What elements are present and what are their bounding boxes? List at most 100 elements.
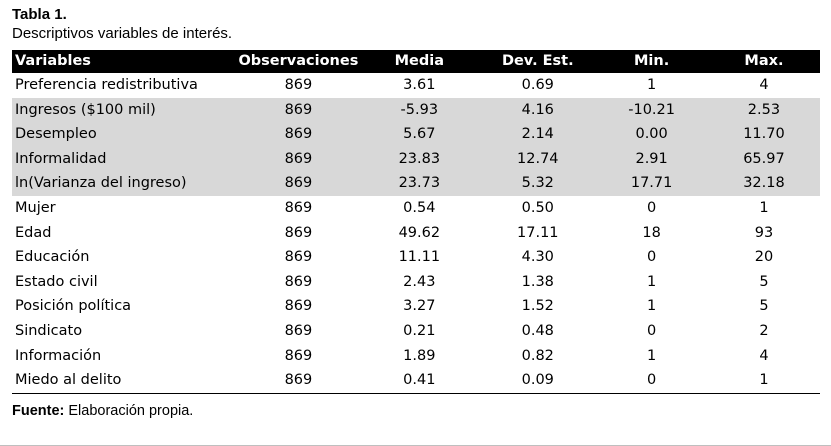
cell-mean: 3.61 bbox=[403, 77, 436, 93]
table-row: Mujer 869 0.54 0.50 0 1 bbox=[12, 196, 820, 221]
table-body: Preferencia redistributiva 869 3.61 0.69 1 4 I… bbox=[12, 73, 820, 394]
cell-std-dev: 17.11 bbox=[517, 224, 559, 241]
cell-mean: 49.62 bbox=[398, 224, 441, 241]
cell-std-dev: 0.69 bbox=[521, 77, 554, 93]
cell-mean: 0.41 bbox=[358, 368, 481, 394]
cell-min: 17.71 bbox=[630, 175, 673, 192]
cell-min: 0.00 bbox=[635, 126, 668, 143]
cell-mean: 23.73 bbox=[398, 175, 441, 192]
cell-variable: Sindicato bbox=[15, 322, 83, 339]
cell-mean: 1.89 bbox=[403, 347, 436, 364]
cell-variable: Informalidad bbox=[15, 150, 107, 167]
cell-variable: Educación bbox=[15, 249, 90, 266]
cell-max: 5 bbox=[759, 298, 769, 315]
cell-variable: Miedo al delito bbox=[12, 368, 239, 394]
cell-max: 4 bbox=[759, 347, 769, 364]
table-subtitle: Descriptivos variables de interés. bbox=[12, 25, 233, 42]
cell-std-dev: 5.32 bbox=[521, 175, 554, 192]
cell-observations: 869 bbox=[284, 126, 313, 143]
table-row: Edad 869 49.62 17.11 18 93 bbox=[12, 221, 820, 246]
cell-observations: 869 bbox=[284, 150, 313, 167]
cell-max: 1 bbox=[759, 199, 769, 216]
cell-variable: Ingresos ($100 mil) bbox=[15, 101, 156, 118]
cell-min: -10.21 bbox=[628, 101, 675, 118]
descriptive-statistics-table: Variables Observaciones Media Dev. Est. … bbox=[12, 50, 820, 394]
cell-mean: 11.11 bbox=[398, 249, 441, 266]
cell-std-dev: 12.74 bbox=[517, 150, 559, 167]
table-row: ln(Varianza del ingreso) 869 23.73 5.32 17.7… bbox=[12, 171, 820, 196]
cell-min: 0 bbox=[595, 368, 708, 394]
cell-observations: 869 bbox=[238, 368, 359, 394]
cell-min: 2.91 bbox=[635, 150, 668, 167]
cell-std-dev: 0.09 bbox=[480, 368, 596, 394]
table-row: Estado civil 869 2.43 1.38 1 5 bbox=[12, 270, 820, 295]
cell-max: 2 bbox=[759, 322, 769, 339]
cell-max: 5 bbox=[759, 273, 769, 290]
table-row: Sindicato 869 0.21 0.48 0 2 bbox=[12, 319, 820, 344]
cell-mean: 3.27 bbox=[403, 298, 436, 315]
source-label: Fuente: bbox=[12, 403, 65, 419]
cell-observations: 869 bbox=[284, 199, 313, 216]
cell-max: 32.18 bbox=[743, 175, 785, 192]
cell-mean: 23.83 bbox=[398, 150, 441, 167]
cell-min: 1 bbox=[647, 298, 657, 315]
header-variables: Variables bbox=[15, 53, 91, 69]
header-observations: Observaciones bbox=[238, 53, 359, 69]
cell-mean: 5.67 bbox=[403, 126, 436, 143]
table-row: Educación 869 11.11 4.30 0 20 bbox=[12, 245, 820, 270]
cell-variable: Información bbox=[15, 347, 102, 364]
cell-variable: Desempleo bbox=[15, 126, 97, 143]
cell-max: 65.97 bbox=[743, 150, 785, 167]
cell-std-dev: 2.14 bbox=[521, 126, 554, 143]
cell-observations: 869 bbox=[284, 77, 313, 93]
cell-std-dev: 0.82 bbox=[521, 347, 554, 364]
cell-observations: 869 bbox=[284, 175, 313, 192]
table-row: Desempleo 869 5.67 2.14 0.00 11.70 bbox=[12, 122, 820, 147]
cell-variable: Posición política bbox=[15, 298, 132, 315]
table-row: Preferencia redistributiva 869 3.61 0.69 1 4 bbox=[12, 73, 820, 98]
cell-max: 4 bbox=[759, 77, 769, 93]
cell-observations: 869 bbox=[284, 347, 313, 364]
cell-observations: 869 bbox=[284, 249, 313, 266]
table-row: Ingresos ($100 mil) 869 -5.93 4.16 -10.21 2.5… bbox=[12, 97, 820, 123]
cell-std-dev: 1.52 bbox=[521, 298, 554, 315]
cell-mean: 0.21 bbox=[403, 322, 436, 339]
cell-min: 1 bbox=[647, 77, 657, 93]
header-min: Min. bbox=[634, 53, 670, 69]
table-row: Miedo al delito 869 0.41 0.09 0 1 bbox=[12, 368, 820, 394]
cell-min: 0 bbox=[647, 249, 657, 266]
cell-variable: Mujer bbox=[15, 199, 56, 216]
table-row: Posición política 869 3.27 1.52 1 5 bbox=[12, 294, 820, 319]
cell-min: 1 bbox=[647, 347, 657, 364]
cell-variable: ln(Varianza del ingreso) bbox=[15, 175, 187, 192]
cell-min: 0 bbox=[647, 199, 657, 216]
header-max: Max. bbox=[744, 53, 784, 69]
cell-mean: 0.54 bbox=[403, 199, 436, 216]
cell-variable: Estado civil bbox=[15, 273, 98, 290]
cell-std-dev: 4.16 bbox=[521, 101, 554, 118]
table-row: Informalidad 869 23.83 12.74 2.91 65.97 bbox=[12, 146, 820, 172]
cell-observations: 869 bbox=[284, 224, 313, 241]
table-title: Tabla 1. bbox=[12, 6, 67, 23]
table-row: Información 869 1.89 0.82 1 4 bbox=[12, 344, 820, 369]
cell-mean: -5.93 bbox=[400, 101, 439, 118]
cell-max: 11.70 bbox=[743, 126, 785, 143]
header-row: Variables Observaciones Media Dev. Est. … bbox=[12, 50, 820, 73]
cell-variable: Edad bbox=[15, 224, 52, 241]
cell-max: 93 bbox=[754, 224, 774, 241]
cell-std-dev: 0.48 bbox=[521, 322, 554, 339]
header-std-dev: Dev. Est. bbox=[501, 53, 574, 69]
cell-std-dev: 4.30 bbox=[521, 249, 554, 266]
cell-min: 18 bbox=[642, 224, 661, 241]
table-source-note: Fuente: Elaboración propia. bbox=[12, 403, 193, 420]
cell-observations: 869 bbox=[284, 322, 313, 339]
header-mean: Media bbox=[394, 53, 445, 69]
cell-max: 1 bbox=[707, 368, 820, 394]
source-text: Elaboración propia. bbox=[64, 403, 194, 419]
cell-observations: 869 bbox=[284, 298, 313, 315]
table-header: Variables Observaciones Media Dev. Est. … bbox=[12, 50, 820, 73]
cell-variable: Preferencia redistributiva bbox=[15, 77, 198, 93]
cell-max: 2.53 bbox=[747, 101, 781, 118]
cell-mean: 2.43 bbox=[403, 273, 436, 290]
cell-max: 20 bbox=[754, 249, 774, 266]
